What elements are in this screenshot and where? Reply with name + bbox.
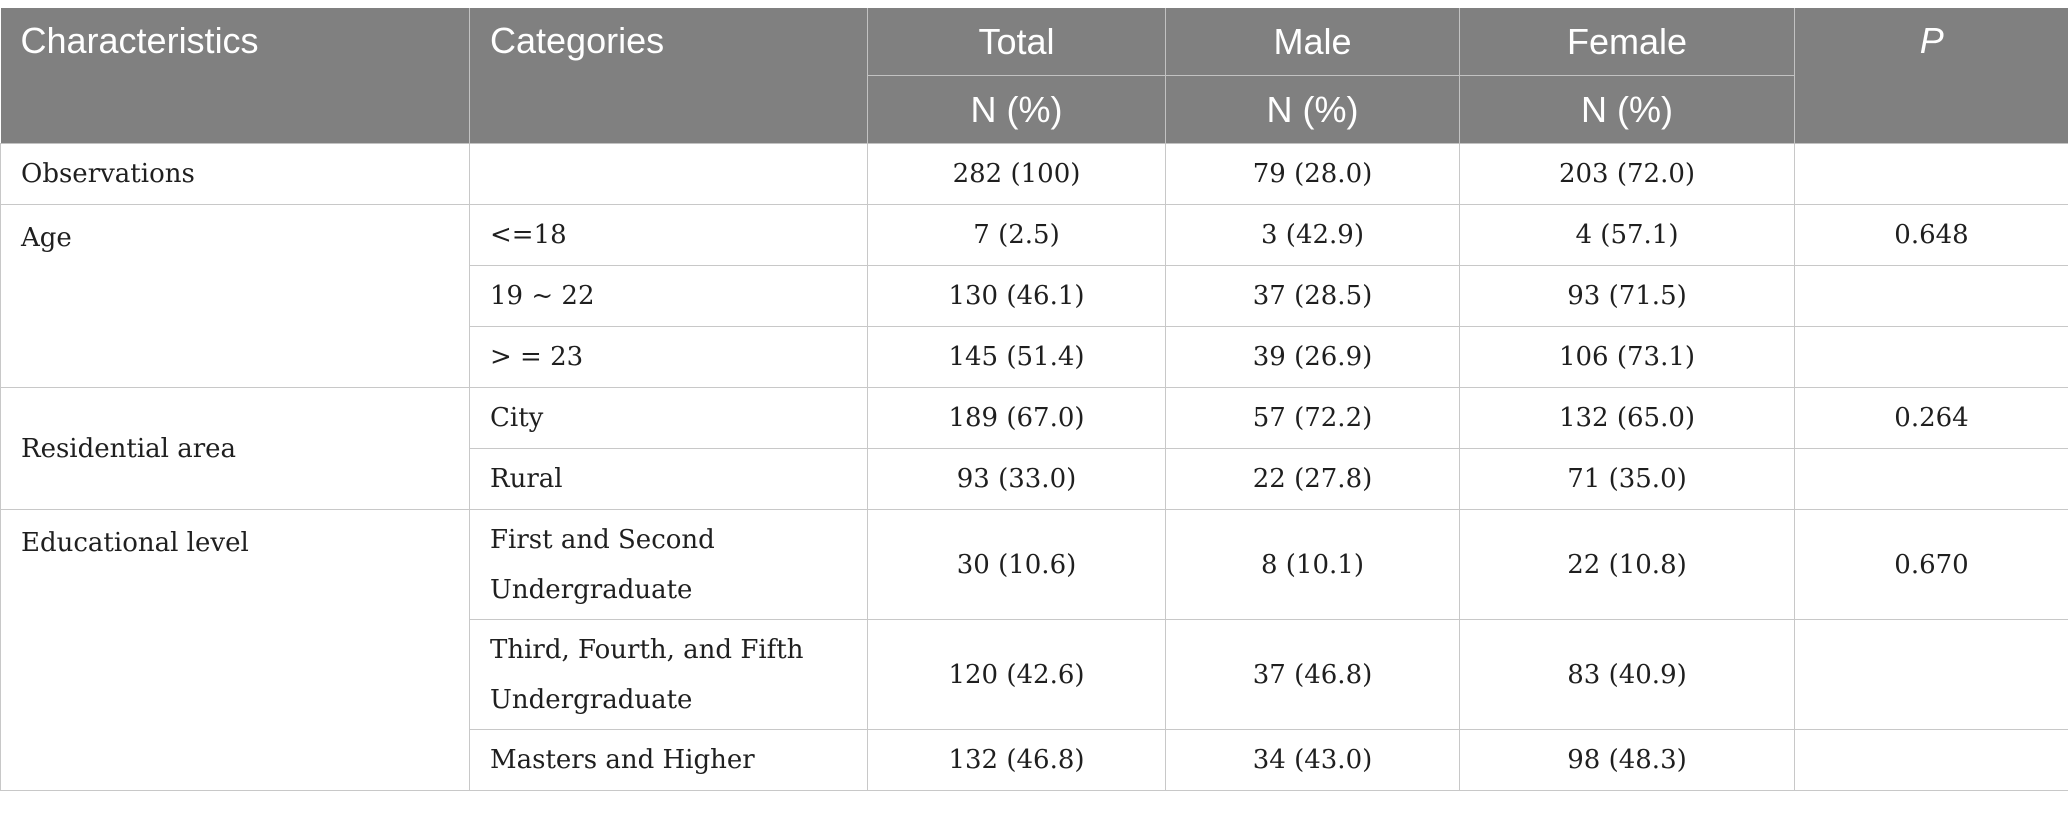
- row-label: Educational level: [0, 509, 470, 791]
- cell-p: [1794, 448, 2068, 510]
- cell-total: 145 (51.4): [867, 326, 1166, 388]
- table-row: Age <=18 7 (2.5) 3 (42.9) 4 (57.1) 0.648: [0, 204, 2068, 388]
- category-line: First and Second: [490, 524, 715, 555]
- table-row: Third, Fourth, and Fifth Undergraduate 1…: [1, 619, 2068, 730]
- table-row: Masters and Higher 132 (46.8) 34 (43.0) …: [1, 729, 2068, 791]
- header-subrow: N (%) N (%) N (%): [1, 75, 2068, 144]
- header-female: Female: [1459, 8, 1795, 76]
- header-row: Characteristics Categories Total Male Fe…: [0, 8, 2068, 144]
- cell-p: 0.648: [1794, 204, 2068, 266]
- header-p: P: [1794, 8, 2068, 144]
- cell-male: 39 (26.9): [1165, 326, 1460, 388]
- cell-total: 30 (10.6): [867, 509, 1166, 620]
- category-line: Undergraduate: [490, 574, 693, 605]
- category-line: Third, Fourth, and Fifth: [490, 634, 804, 665]
- cell-total: 130 (46.1): [867, 265, 1166, 327]
- cell-male: 8 (10.1): [1165, 509, 1460, 620]
- cell-male: 34 (43.0): [1165, 729, 1460, 791]
- header-categories: Categories: [469, 8, 868, 144]
- demographics-table: Characteristics Categories Total Male Fe…: [0, 8, 2068, 791]
- row-category: Masters and Higher: [469, 729, 868, 791]
- cell-female: 83 (40.9): [1459, 619, 1795, 730]
- row-category: 19 ~ 22: [469, 265, 868, 327]
- cell-p: 0.670: [1794, 509, 2068, 620]
- cell-male: 22 (27.8): [1165, 448, 1460, 510]
- row-category: <=18: [469, 204, 868, 266]
- cell-male: 57 (72.2): [1165, 387, 1460, 449]
- cell-total: 189 (67.0): [867, 387, 1166, 449]
- subheader-female: N (%): [1459, 75, 1795, 144]
- cell-male: 3 (42.9): [1165, 204, 1460, 266]
- cell-female: 98 (48.3): [1459, 729, 1795, 791]
- row-label: Age: [0, 204, 470, 388]
- row-category: Rural: [469, 448, 868, 510]
- cell-p: [1794, 326, 2068, 388]
- cell-p: [1794, 619, 2068, 730]
- table-row: 19 ~ 22 130 (46.1) 37 (28.5) 93 (71.5): [1, 265, 2068, 327]
- category-line: Undergraduate: [490, 684, 693, 715]
- cell-female: 106 (73.1): [1459, 326, 1795, 388]
- row-label: Residential area: [0, 387, 470, 510]
- cell-total: 120 (42.6): [867, 619, 1166, 730]
- cell-female: 203 (72.0): [1459, 143, 1795, 205]
- cell-total: 282 (100): [867, 143, 1166, 205]
- cell-female: 71 (35.0): [1459, 448, 1795, 510]
- subheader-total: N (%): [867, 75, 1166, 144]
- cell-female: 4 (57.1): [1459, 204, 1795, 266]
- row-category: First and Second Undergraduate: [469, 509, 868, 620]
- cell-female: 132 (65.0): [1459, 387, 1795, 449]
- row-label: Observations: [0, 143, 470, 205]
- table-row: Educational level First and Second Under…: [0, 509, 2068, 791]
- cell-p: [1794, 143, 2068, 205]
- table-row: Residential area City 189 (67.0) 57 (72.…: [0, 387, 2068, 510]
- table-row: > = 23 145 (51.4) 39 (26.9) 106 (73.1): [1, 326, 2068, 388]
- cell-female: 93 (71.5): [1459, 265, 1795, 327]
- cell-male: 79 (28.0): [1165, 143, 1460, 205]
- table-body: Observations 282 (100) 79 (28.0) 203 (72…: [0, 143, 2068, 791]
- header-male: Male: [1165, 8, 1460, 76]
- cell-total: 93 (33.0): [867, 448, 1166, 510]
- cell-total: 132 (46.8): [867, 729, 1166, 791]
- subheader-male: N (%): [1165, 75, 1460, 144]
- row-category: Third, Fourth, and Fifth Undergraduate: [469, 619, 868, 730]
- cell-female: 22 (10.8): [1459, 509, 1795, 620]
- cell-p: [1794, 729, 2068, 791]
- cell-total: 7 (2.5): [867, 204, 1166, 266]
- row-category: City: [469, 387, 868, 449]
- cell-male: 37 (46.8): [1165, 619, 1460, 730]
- table-header: Characteristics Categories Total Male Fe…: [0, 8, 2068, 144]
- cell-p: 0.264: [1794, 387, 2068, 449]
- header-characteristics: Characteristics: [0, 8, 470, 144]
- row-category: > = 23: [469, 326, 868, 388]
- cell-p: [1794, 265, 2068, 327]
- row-category: [469, 143, 868, 205]
- header-total: Total: [867, 8, 1166, 76]
- cell-male: 37 (28.5): [1165, 265, 1460, 327]
- table-row: Observations 282 (100) 79 (28.0) 203 (72…: [0, 143, 2068, 205]
